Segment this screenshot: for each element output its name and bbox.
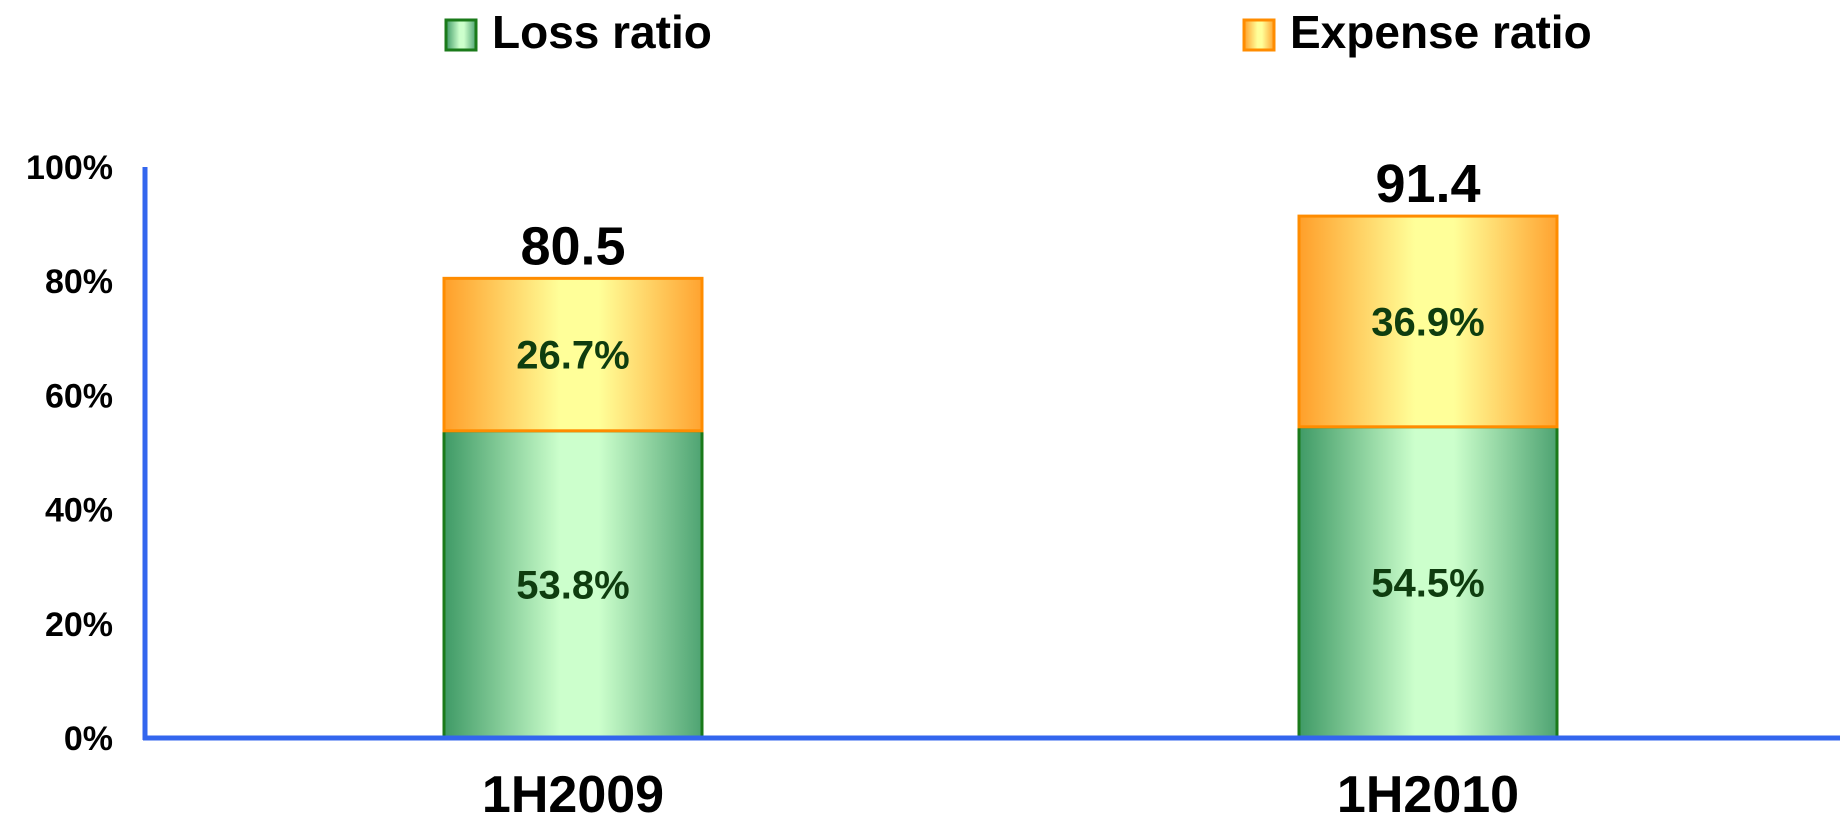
legend: Loss ratio Expense ratio [444, 6, 1592, 58]
y-tick-label-60: 60% [45, 377, 113, 415]
legend-item-loss-ratio: Loss ratio [444, 6, 712, 58]
bar-expense-ratio-1H2010 [1297, 214, 1559, 429]
legend-label-loss-ratio: Loss ratio [492, 6, 712, 58]
bar-loss-ratio-1H2009 [442, 429, 704, 740]
legend-label-expense-ratio: Expense ratio [1290, 6, 1592, 58]
y-tick-label-20: 20% [45, 606, 113, 644]
bars: 53.8% 26.7% 80.5 1H2009 54.5% 36.9% 91.4 1H2010 [442, 154, 1559, 824]
x-tick-label-1H2009: 1H2009 [482, 766, 664, 824]
y-tick-label-80: 80% [45, 263, 113, 301]
total-label-1H2010: 91.4 [1375, 154, 1480, 214]
total-label-1H2009: 80.5 [520, 216, 625, 276]
y-axis-ticks: 0% 20% 40% 60% 80% 100% [26, 149, 113, 758]
y-tick-label-0: 0% [64, 720, 113, 758]
bar-expense-ratio-1H2009 [442, 276, 704, 433]
legend-swatch-loss-ratio [444, 18, 478, 52]
y-tick-label-100: 100% [26, 149, 113, 187]
legend-item-expense-ratio: Expense ratio [1242, 6, 1592, 58]
data-label-expense-ratio-1H2009: 26.7% [516, 334, 629, 378]
y-tick-label-40: 40% [45, 492, 113, 530]
x-tick-label-1H2010: 1H2010 [1337, 766, 1519, 824]
data-label-expense-ratio-1H2010: 36.9% [1371, 300, 1484, 344]
axes [142, 167, 1840, 741]
legend-swatch-expense-ratio [1242, 18, 1276, 52]
data-label-loss-ratio-1H2009: 53.8% [516, 563, 629, 607]
data-label-loss-ratio-1H2010: 54.5% [1371, 561, 1484, 605]
